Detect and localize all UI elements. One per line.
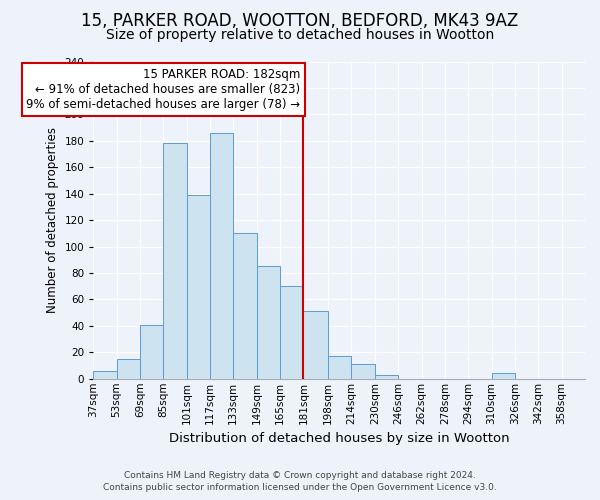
- Bar: [257, 266, 280, 379]
- Bar: [280, 286, 304, 379]
- Bar: [304, 312, 328, 379]
- Bar: [163, 144, 187, 379]
- X-axis label: Distribution of detached houses by size in Wootton: Distribution of detached houses by size …: [169, 432, 509, 445]
- Text: Size of property relative to detached houses in Wootton: Size of property relative to detached ho…: [106, 28, 494, 42]
- Bar: [187, 195, 210, 379]
- Bar: [140, 324, 163, 379]
- Bar: [375, 375, 398, 379]
- Text: 15, PARKER ROAD, WOOTTON, BEDFORD, MK43 9AZ: 15, PARKER ROAD, WOOTTON, BEDFORD, MK43 …: [82, 12, 518, 30]
- Bar: [233, 234, 257, 379]
- Bar: [491, 374, 515, 379]
- Bar: [352, 364, 375, 379]
- Bar: [116, 359, 140, 379]
- Bar: [93, 371, 116, 379]
- Text: Contains HM Land Registry data © Crown copyright and database right 2024.
Contai: Contains HM Land Registry data © Crown c…: [103, 471, 497, 492]
- Text: 15 PARKER ROAD: 182sqm
← 91% of detached houses are smaller (823)
9% of semi-det: 15 PARKER ROAD: 182sqm ← 91% of detached…: [26, 68, 301, 111]
- Y-axis label: Number of detached properties: Number of detached properties: [46, 127, 59, 313]
- Bar: [328, 356, 352, 379]
- Bar: [210, 133, 233, 379]
